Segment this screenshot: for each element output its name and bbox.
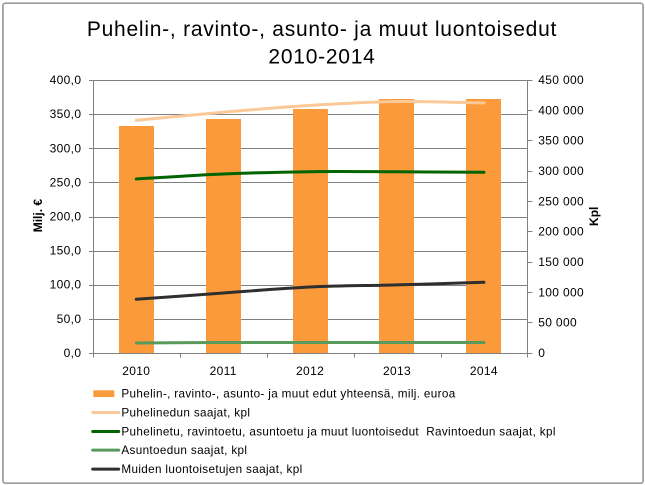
svg-text:Kpl: Kpl	[587, 207, 601, 226]
svg-text:50 000: 50 000	[538, 316, 577, 330]
svg-text:200 000: 200 000	[538, 225, 584, 239]
svg-text:2010: 2010	[122, 364, 150, 378]
svg-text:400 000: 400 000	[538, 103, 584, 117]
svg-text:2012: 2012	[296, 364, 324, 378]
svg-text:Puhelinedun saajat, kpl: Puhelinedun saajat, kpl	[121, 407, 250, 420]
svg-text:150 000: 150 000	[538, 255, 584, 269]
svg-text:400,0: 400,0	[50, 73, 82, 87]
svg-text:0,0: 0,0	[64, 346, 82, 360]
svg-text:Milj. €: Milj. €	[31, 199, 45, 233]
svg-text:50,0: 50,0	[57, 312, 82, 326]
svg-text:250,0: 250,0	[50, 175, 82, 189]
svg-text:100,0: 100,0	[50, 278, 82, 292]
svg-text:300 000: 300 000	[538, 164, 584, 178]
svg-text:2014: 2014	[470, 364, 498, 378]
svg-text:300,0: 300,0	[50, 141, 82, 155]
svg-text:Puhelinetu, ravintoetu, asunto: Puhelinetu, ravintoetu, asuntoetu ja muu…	[121, 426, 555, 439]
svg-text:350 000: 350 000	[538, 134, 584, 148]
svg-text:350,0: 350,0	[50, 107, 82, 121]
svg-text:450 000: 450 000	[538, 73, 584, 87]
svg-text:100 000: 100 000	[538, 285, 584, 299]
svg-text:Asuntoedun saajat, kpl: Asuntoedun saajat, kpl	[121, 444, 247, 457]
svg-text:0: 0	[538, 346, 545, 360]
svg-text:2013: 2013	[383, 364, 411, 378]
svg-text:250 000: 250 000	[538, 194, 584, 208]
svg-text:2011: 2011	[210, 364, 237, 378]
svg-text:Puhelin-, ravinto-, asunto- ja: Puhelin-, ravinto-, asunto- ja muut luon…	[87, 18, 557, 41]
svg-text:Puhelin-, ravinto-, asunto- ja: Puhelin-, ravinto-, asunto- ja muut edut…	[121, 388, 455, 401]
svg-text:200,0: 200,0	[50, 210, 82, 224]
svg-text:Muiden luontoisetujen saajat,: Muiden luontoisetujen saajat, kpl	[121, 463, 302, 476]
svg-text:2010-2014: 2010-2014	[268, 45, 375, 68]
svg-text:150,0: 150,0	[50, 244, 82, 258]
